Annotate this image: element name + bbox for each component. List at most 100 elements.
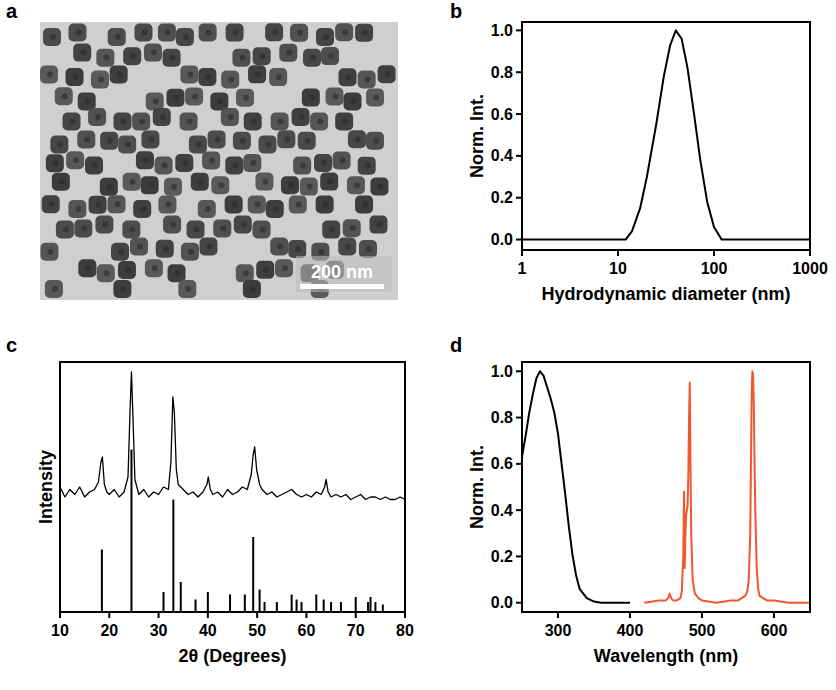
particle [347,176,365,194]
particle [156,240,174,258]
y-tick-label: 0.8 [491,64,513,81]
particle [89,196,107,214]
particle-core [255,201,261,207]
particle-core [50,34,56,40]
particle-core [351,98,357,104]
particle [130,238,148,256]
particle-core [273,206,279,212]
reference-line [229,595,231,613]
particle [270,237,288,255]
particle [118,261,136,279]
particle-core [355,136,361,142]
y-tick [516,71,522,73]
particle [275,259,293,277]
particle [316,195,334,213]
y-axis-title: Norm. Int. [467,94,487,178]
particle-core [103,55,109,61]
reference-line [382,605,384,613]
particle-core [170,55,176,61]
y-tick [516,197,522,199]
particle [303,49,321,67]
x-tick-label: 300 [545,622,572,639]
particle-core [92,163,98,169]
particle-core [233,30,239,36]
particle-core [196,141,202,147]
particle-core [125,141,131,147]
particle [232,49,250,67]
particle-core [323,34,329,40]
particle-core [321,160,327,166]
particle-core [57,141,63,147]
particle [288,240,306,258]
reference-line [264,602,266,612]
particle-core [73,157,79,163]
particle [198,200,216,218]
particle [185,87,203,105]
particle-core [173,95,179,101]
particle [108,195,126,213]
particle-core [70,119,76,125]
particle-core [129,226,135,232]
y-tick [516,239,522,241]
particle [42,195,60,213]
particle [256,261,274,279]
particle-core [59,179,65,185]
reference-line [244,595,246,613]
particle-core [317,119,323,125]
particle-core [232,202,238,208]
particle [146,92,164,110]
particle-core [365,163,371,169]
particle [322,221,340,239]
particle [199,237,217,255]
particle-core [107,138,113,144]
data-line [522,30,810,239]
particle-core [115,34,121,40]
particle-core [137,244,143,250]
particle-core [170,222,176,228]
particle-core [151,50,157,56]
particle [269,68,287,86]
particle-core [185,286,191,292]
particle [100,132,118,150]
particle [316,28,334,46]
particle [366,132,384,150]
particle [234,216,252,234]
panel-letter: c [6,334,17,356]
particle [338,237,356,255]
particle-core [340,157,346,163]
x-tick [701,612,703,618]
particle-core [345,74,351,80]
plot-area [60,372,405,612]
particle [248,195,266,213]
particle-core [260,53,266,59]
particle [163,216,181,234]
y-tick [516,509,522,511]
particle-core [139,119,145,125]
particle [335,112,353,130]
y-tick [516,155,522,157]
reference-line [323,600,325,613]
particle [77,130,95,148]
particle [178,280,196,298]
particle [88,108,106,126]
particle [132,113,150,131]
particle [43,28,61,46]
particle [113,112,131,130]
particle [290,24,308,42]
particle-core [163,246,169,252]
particle-core [241,222,247,228]
particle-core [228,77,234,83]
particle-core [84,136,90,142]
y-tick-label: 0.6 [491,455,513,472]
y-tick-label: 0.2 [491,548,513,565]
particle-core [297,30,303,36]
particle [78,92,96,110]
particle-core [220,225,226,231]
frame [522,22,810,250]
particle [253,47,271,65]
x-tick [773,612,775,618]
particle-core [365,77,371,83]
x-tick-label: 20 [100,622,118,639]
y-tick-label: 0.4 [491,147,513,164]
particle-core [215,136,221,142]
